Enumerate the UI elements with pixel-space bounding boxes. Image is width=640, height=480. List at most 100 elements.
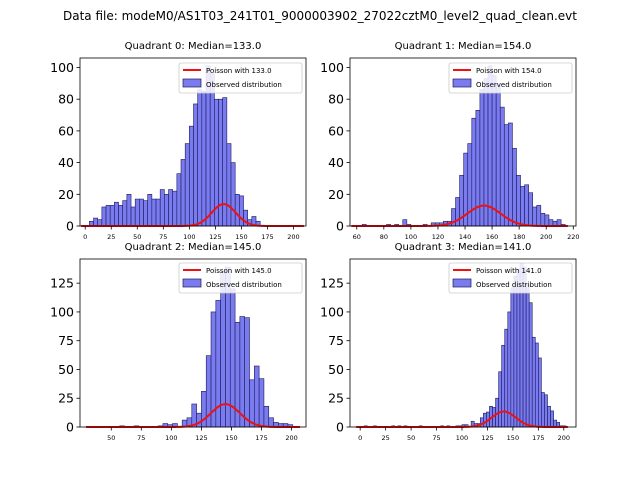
histogram-bar: [118, 205, 123, 227]
histogram-bar: [531, 336, 536, 428]
subplot-q2: Quadrant 2: Median=145.0 50 75 100 125 150 17…: [50, 242, 307, 442]
y-tick-label: 125: [50, 276, 74, 291]
histogram-bar: [193, 103, 198, 227]
x-tick-label: 175: [261, 233, 273, 241]
y-tick-label: 100: [320, 60, 344, 75]
histogram-bar: [544, 214, 550, 227]
legend-bar-swatch: [182, 78, 202, 88]
legend-frame: [448, 262, 573, 294]
axes-frame: [79, 258, 307, 428]
histogram-bar: [516, 174, 521, 227]
histogram-bar: [528, 192, 533, 227]
axes-frame: [349, 57, 577, 227]
subplot-q0: Quadrant 0: Median=133.0 0 25 50 75 100 125 15…: [50, 41, 307, 241]
y-tick-label: 50: [58, 362, 74, 377]
y-tick-label: 75: [328, 333, 344, 348]
histogram-bar: [498, 371, 502, 428]
histogram-bar: [114, 201, 119, 227]
histogram-bar: [201, 90, 207, 227]
y-tick-label: 100: [50, 304, 74, 319]
histogram-bar: [209, 73, 215, 227]
histogram-bar: [244, 317, 250, 428]
y-tick-label: 0: [66, 420, 74, 435]
legend: Poisson with 133.0 Observed distribution: [178, 62, 303, 94]
histogram-bar: [495, 84, 501, 227]
x-tick-label: 75: [432, 434, 440, 442]
axes-frame: [79, 57, 307, 227]
subplot-title: Quadrant 1: Median=154.0: [395, 41, 532, 52]
histogram-bar: [93, 217, 99, 227]
legend-poisson-label: Poisson with 154.0: [476, 67, 542, 75]
subplot-title: Quadrant 0: Median=133.0: [125, 41, 262, 52]
histogram-bar: [101, 206, 107, 227]
histogram-bar: [189, 125, 194, 227]
x-tick-label: 75: [159, 233, 167, 241]
histogram-bar: [197, 89, 203, 227]
y-tick-label: 25: [328, 391, 344, 406]
histogram-bar: [249, 379, 255, 428]
histogram-bar: [268, 417, 274, 428]
x-tick-label: 50: [407, 434, 415, 442]
x-tick-label: 200: [558, 434, 570, 442]
histogram-bar: [222, 97, 228, 227]
histogram-bar: [218, 98, 223, 227]
histogram-bar: [226, 143, 232, 227]
histogram-bar: [130, 206, 136, 227]
x-tick-label: 200: [540, 233, 552, 241]
legend: Poisson with 141.0 Observed distribution: [448, 262, 573, 294]
histogram-bar: [147, 194, 153, 227]
x-tick-label: 140: [459, 233, 471, 241]
histogram-bar: [263, 405, 270, 428]
histogram-bar: [254, 365, 260, 428]
histogram-bar: [483, 78, 489, 227]
y-tick-label: 75: [58, 333, 74, 348]
x-tick-label: 150: [225, 434, 237, 442]
histogram-bar: [520, 186, 525, 227]
histogram-bar: [512, 148, 517, 227]
x-tick-label: 80: [380, 233, 388, 241]
histogram-bar: [541, 392, 545, 428]
legend: Poisson with 145.0 Observed distribution: [178, 262, 303, 294]
legend-frame: [448, 62, 573, 94]
histogram-bar: [532, 206, 538, 227]
histogram-bar: [508, 122, 513, 227]
y-tick-label: 60: [328, 123, 344, 138]
legend-poisson-label: Poisson with 141.0: [476, 267, 542, 275]
x-tick-label: 220: [567, 233, 579, 241]
x-tick-label: 160: [486, 233, 498, 241]
histogram-bar: [483, 412, 487, 428]
histogram-bar: [134, 198, 140, 227]
x-tick-label: 25: [107, 233, 115, 241]
x-tick-label: 125: [209, 233, 221, 241]
x-tick-label: 50: [133, 233, 141, 241]
x-tick-label: 175: [255, 434, 267, 442]
histogram-bar: [184, 143, 190, 227]
histogram-bar: [196, 412, 202, 428]
legend-observed-label: Observed distribution: [206, 81, 282, 89]
y-tick-label: 125: [320, 276, 344, 291]
y-tick-label: 20: [328, 187, 344, 202]
histogram-bar: [176, 173, 182, 227]
histogram-bar: [550, 410, 554, 428]
histogram-bar: [234, 194, 240, 227]
histogram-bar: [501, 344, 506, 428]
histogram-bar: [105, 205, 111, 227]
x-tick-label: 180: [513, 233, 525, 241]
y-tick-label: 50: [328, 362, 344, 377]
histogram-bar: [510, 287, 515, 428]
histogram-bar: [230, 162, 236, 227]
legend: Poisson with 154.0 Observed distribution: [448, 62, 573, 94]
y-tick-label: 100: [50, 60, 74, 75]
histogram-bar: [525, 284, 530, 428]
histogram-bar: [126, 194, 132, 227]
x-tick-label: 125: [195, 434, 207, 442]
histogram-bar: [159, 189, 165, 227]
histogram-bar: [151, 198, 157, 227]
x-tick-label: 150: [507, 434, 519, 442]
y-tick-label: 80: [328, 92, 344, 107]
x-tick-label: 25: [381, 434, 389, 442]
y-tick-label: 60: [58, 123, 74, 138]
histogram-bar: [528, 302, 533, 428]
x-tick-label: 0: [358, 434, 362, 442]
histogram-bar: [536, 205, 542, 227]
